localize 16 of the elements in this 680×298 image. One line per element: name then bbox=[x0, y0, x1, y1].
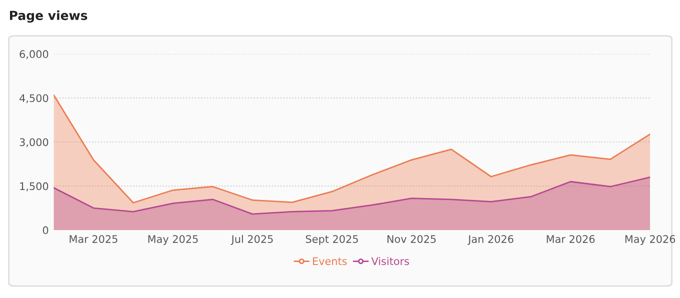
legend-label: Events bbox=[313, 257, 347, 266]
y-tick-label: 3,000 bbox=[20, 138, 48, 148]
y-tick-label: 4,500 bbox=[20, 94, 48, 104]
chart-title: Page views bbox=[10, 10, 88, 23]
x-tick-label: Sept 2025 bbox=[306, 235, 358, 245]
x-tick-label: May 2026 bbox=[625, 235, 676, 245]
x-tick-label: Jul 2025 bbox=[230, 234, 273, 245]
x-tick-label: Jan 2026 bbox=[468, 235, 514, 245]
x-tick-label: Mar 2026 bbox=[546, 235, 595, 243]
legend-label: Visitors bbox=[371, 257, 409, 266]
x-tick-label: Nov 2025 bbox=[387, 235, 436, 243]
y-tick-label: 6,000 bbox=[20, 50, 48, 60]
y-tick-label: 0 bbox=[42, 226, 48, 234]
x-tick-label: May 2025 bbox=[148, 235, 198, 245]
x-tick-label: Mar 2025 bbox=[70, 235, 118, 243]
y-tick-label: 1,500 bbox=[20, 182, 48, 192]
